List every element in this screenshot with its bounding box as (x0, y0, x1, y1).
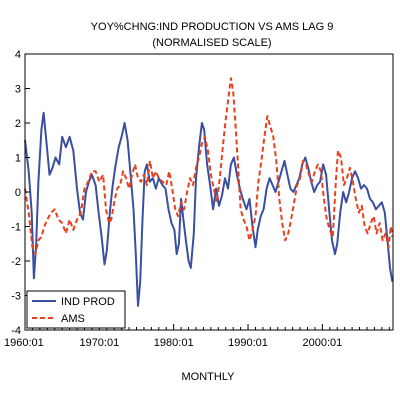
y-tick-label: 0 (15, 187, 21, 199)
chart-title: YOY%CHNG:IND PRODUCTION VS AMS LAG 9 (91, 21, 334, 33)
series-layer (24, 77, 394, 307)
y-tick-label: 3 (15, 84, 21, 96)
y-axis: 4 3 2 1 0 -1 -2 -3 -4 (11, 49, 30, 337)
legend-label-ind-prod: IND PROD (61, 296, 115, 308)
y-tick-label: 1 (15, 153, 21, 165)
x-tick-label: 1960:01 (4, 337, 44, 349)
y-tick-label: -4 (11, 325, 21, 337)
y-tick-label: 2 (15, 118, 21, 130)
x-tick-label: 2000:01 (302, 337, 342, 349)
x-axis-label: MONTHLY (182, 371, 236, 383)
legend-label-ams: AMS (61, 313, 85, 325)
x-tick-label: 1970:01 (79, 337, 119, 349)
y-tick-label: -2 (11, 256, 21, 268)
series-line-ind-prod (24, 111, 394, 307)
x-axis: 1960:01 1970:01 1980:01 1990:01 2000:01 (4, 324, 390, 349)
chart-subtitle: (NORMALISED SCALE) (152, 37, 271, 49)
legend: IND PROD AMS (26, 290, 126, 329)
series-line-ams (24, 77, 394, 256)
x-tick-label: 1990:01 (228, 337, 268, 349)
y-tick-label: 4 (15, 49, 21, 61)
x-tick-label: 1980:01 (154, 337, 194, 349)
y-tick-label: -3 (11, 291, 21, 303)
plot-frame (24, 53, 394, 331)
y-tick-label: -1 (11, 222, 21, 234)
legend-box (26, 290, 126, 329)
